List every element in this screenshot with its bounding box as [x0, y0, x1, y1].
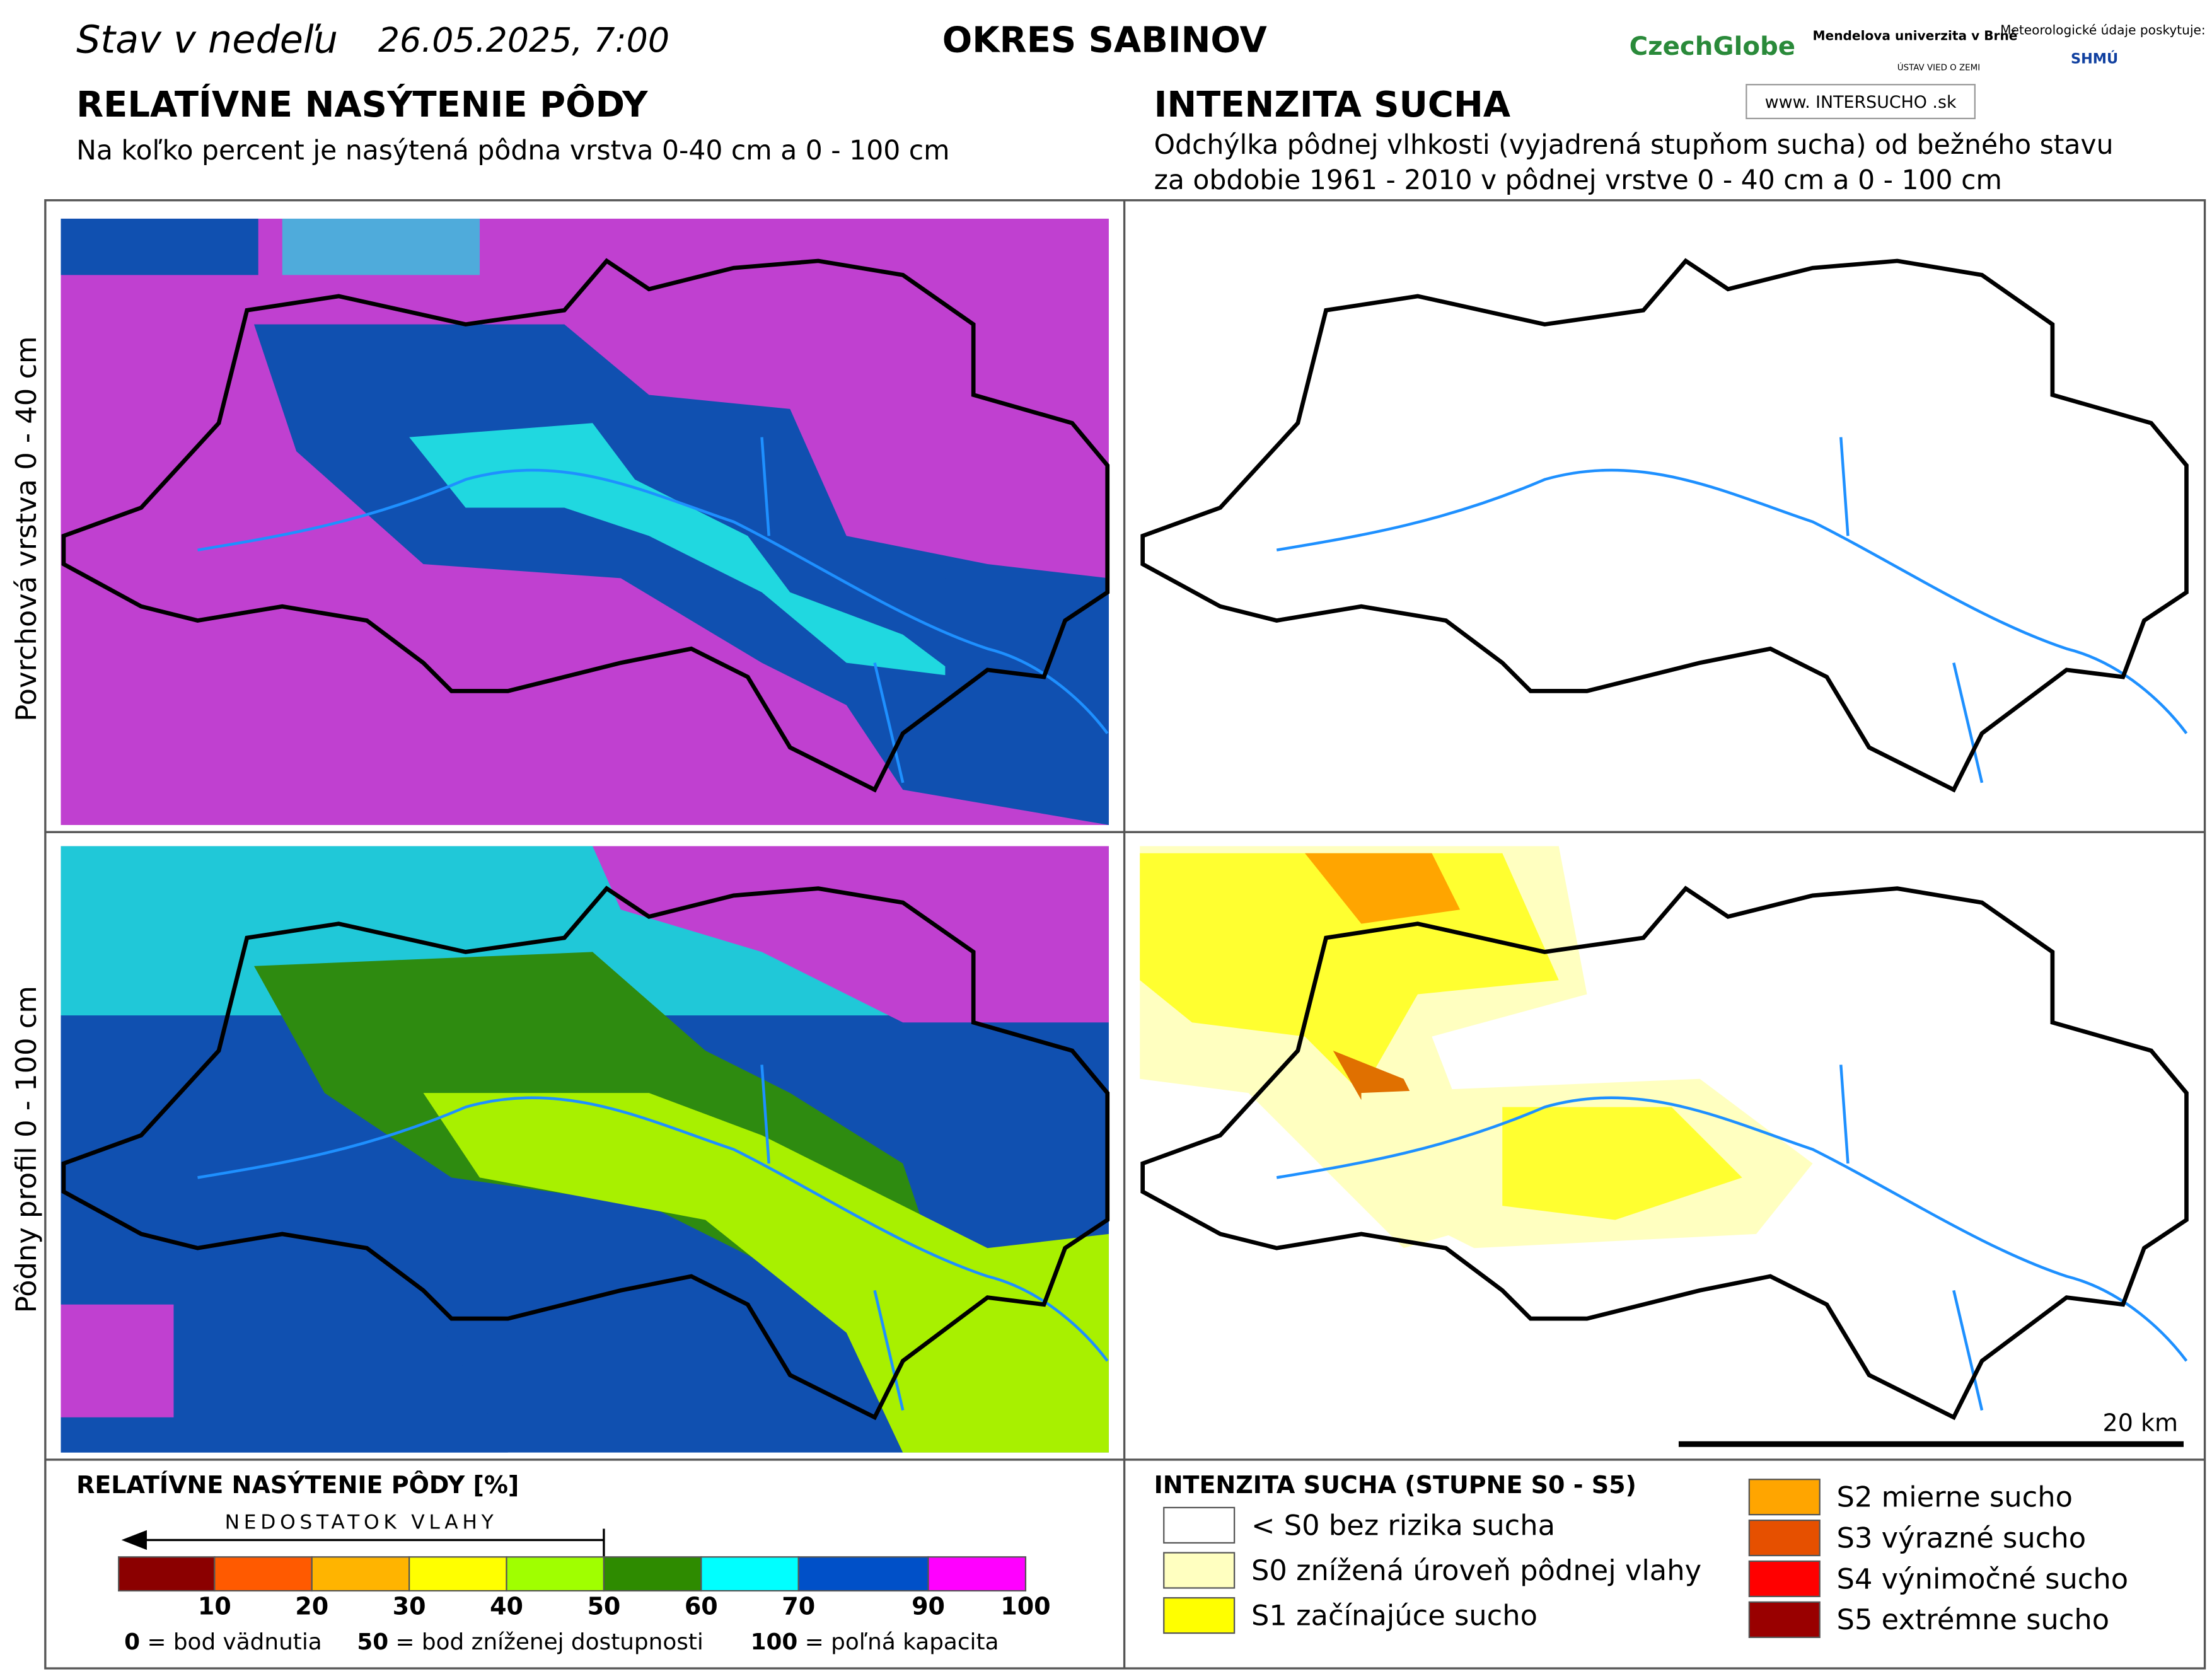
left-subtitle: Na koľko percent je nasýtená pôdna vrstv…: [76, 136, 949, 166]
date: 26.05.2025, 7:00: [378, 20, 669, 60]
note-key: 50: [357, 1629, 388, 1655]
map-drought-top: [1140, 218, 2198, 825]
legend-label: S4 výnimočné sucho: [1837, 1562, 2129, 1595]
logo: Meteorologické údaje poskytuje:: [2000, 23, 2206, 38]
legend-swatch: [1748, 1601, 1821, 1638]
legend-swatch: [1163, 1597, 1236, 1634]
arrow-head: [121, 1530, 147, 1550]
region: OKRES SABINOV: [942, 20, 1267, 61]
legend-swatch: [1748, 1560, 1821, 1598]
row-label: Povrchová vrstva 0 - 40 cm: [9, 336, 43, 721]
logo: Mendelova univerzita v Brně: [1813, 28, 2018, 43]
colorbar-tick: 30: [393, 1592, 426, 1620]
note-key: 0: [124, 1629, 140, 1655]
note-key: 100: [751, 1629, 798, 1655]
logo: SHMÚ: [2071, 49, 2118, 67]
right-title: INTENZITA SUCHA: [1154, 84, 1510, 125]
legend-label: S1 začínajúce sucho: [1251, 1598, 1537, 1632]
logo: CzechGlobe: [1630, 32, 1795, 61]
colorbar-tick: 10: [198, 1592, 231, 1620]
note-text: = poľná kapacita: [805, 1629, 999, 1655]
map-drought-profile: [1140, 846, 2198, 1453]
colorbar-segment: [118, 1556, 216, 1592]
note-text: = bod vädnutia: [147, 1629, 321, 1655]
legend-label: < S0 bez rizika sucha: [1251, 1508, 1555, 1542]
arrow-label: NEDOSTATOK VLAHY: [225, 1511, 498, 1534]
colorbar-segment: [700, 1556, 799, 1592]
legend-label: S2 mierne sucho: [1837, 1481, 2073, 1514]
legend-swatch: [1748, 1519, 1821, 1557]
colorbar-tick: 90: [912, 1592, 945, 1620]
legend-note: 0 = bod vädnutia: [124, 1629, 322, 1655]
legend-swatch: [1163, 1552, 1236, 1589]
logo: www. INTERSUCHO .sk: [1765, 93, 1957, 112]
colorbar-segment: [506, 1556, 605, 1592]
colorbar-segment: [927, 1556, 1027, 1592]
scale-label: 20 km: [2103, 1409, 2179, 1436]
colorbar-tick: 40: [490, 1592, 523, 1620]
colorbar-tick: 50: [587, 1592, 620, 1620]
colorbar-segment: [603, 1556, 702, 1592]
colorbar-segment: [311, 1556, 410, 1592]
logo: ÚSTAV VIED O ZEMI: [1897, 61, 1980, 72]
legend-title: RELATÍVNE NASÝTENIE PÔDY [%]: [76, 1471, 519, 1499]
drought-legend: < S0 bez rizika sucha S0 znížená úroveň p…: [1163, 1479, 2129, 1638]
legend-notes: 0 = bod vädnutia 50 = bod zníženej dostup…: [124, 1629, 999, 1655]
legend-title: INTENZITA SUCHA (STUPNE S0 - S5): [1154, 1471, 1636, 1499]
colorbar-tick: 20: [295, 1592, 328, 1620]
colorbar: 10 20 30 40 50 60 70 90 100: [118, 1556, 1051, 1620]
colorbar-tick: 70: [782, 1592, 815, 1620]
date-prefix: Stav v nedeľu: [76, 18, 338, 62]
colorbar-segment: [408, 1556, 507, 1592]
logo-box: [1746, 84, 1976, 120]
legend-swatch: [1163, 1506, 1236, 1544]
row-label: Pôdny profil 0 - 100 cm: [9, 986, 43, 1313]
legend-note: 50 = bod zníženej dostupnosti: [357, 1629, 704, 1655]
colorbar-tick: 60: [685, 1592, 718, 1620]
legend-note: 100 = poľná kapacita: [751, 1629, 999, 1655]
colorbar-segment: [797, 1556, 929, 1592]
legend-label: S3 výrazné sucho: [1837, 1521, 2087, 1554]
colorbar-segment: [214, 1556, 313, 1592]
legend-label: S0 znížená úroveň pôdnej vlahy: [1251, 1554, 1701, 1587]
note-text: = bod zníženej dostupnosti: [396, 1629, 704, 1655]
right-subtitle: za obdobie 1961 - 2010 v pôdnej vrstve 0…: [1154, 165, 2002, 196]
left-title: RELATÍVNE NASÝTENIE PÔDY: [76, 84, 649, 125]
colorbar-tick: 100: [1000, 1592, 1050, 1620]
right-subtitle: Odchýlka pôdnej vlhkosti (vyjadrená stup…: [1154, 130, 2114, 161]
legend-swatch: [1748, 1479, 1821, 1516]
legend-label: S5 extrémne sucho: [1837, 1603, 2110, 1636]
map-saturation-top: [61, 218, 1109, 825]
map-saturation-profile: [61, 846, 1109, 1453]
